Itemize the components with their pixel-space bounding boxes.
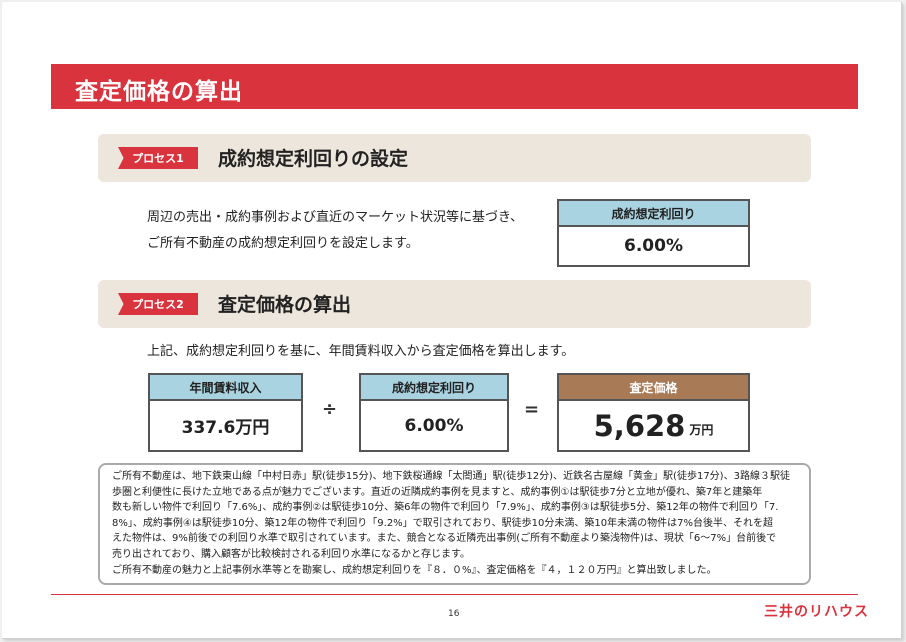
process1-title: 成約想定利回りの設定 — [218, 148, 409, 170]
note-line: 数も新しい物件で利回り「7.6%」、成約事例②は駅徒歩10分、築6年の物件で利回… — [112, 502, 779, 514]
process1-desc-line2: ご所有不動産の成約想定利回りを設定します。 — [147, 236, 419, 251]
footer-divider — [51, 594, 858, 595]
annual-income-label: 年間賃料収入 — [150, 375, 301, 401]
page-number: 16 — [448, 609, 460, 619]
appraised-price-unit: 万円 — [689, 423, 714, 437]
note-line: 歩圏と利便性に長けた立地である点が魅力でございます。直近の近隣成約事例を見ますと… — [112, 486, 763, 498]
company-logo: 三井のリハウス — [764, 604, 869, 620]
process2-band: プロセス2 査定価格の算出 — [98, 280, 811, 328]
annual-income-box: 年間賃料収入 337.6万円 — [148, 373, 303, 452]
page-title: 査定価格の算出 — [75, 79, 243, 105]
appraised-price-box: 査定価格 5,628 万円 — [557, 373, 750, 452]
process1-desc-line1: 周辺の売出・成約事例および直近のマーケット状況等に基づき、 — [147, 210, 524, 225]
process2-yield-box: 成約想定利回り 6.00% — [359, 373, 509, 452]
note-line: ご所有不動産の魅力と上記事例水準等とを勘案し、成約想定利回りを『８．０%』、査定… — [112, 564, 717, 576]
appraised-price-value: 5,628 — [593, 408, 686, 443]
note-line: ご所有不動産は、地下鉄東山線「中村日赤」駅(徒歩15分)、地下鉄桜通線「太閤通」… — [112, 471, 790, 482]
process2-description: 上記、成約想定利回りを基に、年間賃料収入から査定価格を算出します。 — [147, 344, 575, 359]
process1-tag: プロセス1 — [118, 147, 198, 169]
annual-income-value: 337.6万円 — [181, 418, 270, 438]
process1-description: 周辺の売出・成約事例および直近のマーケット状況等に基づき、 ご所有不動産の成約想… — [147, 205, 523, 257]
process1-band: プロセス1 成約想定利回りの設定 — [98, 134, 811, 182]
process2-yield-value: 6.00% — [404, 415, 464, 436]
process2-yield-label: 成約想定利回り — [361, 375, 507, 401]
appraised-price-label: 査定価格 — [559, 375, 748, 401]
note-line: 売り出されており、購入顧客が比較検討される利回り水準になるかと存じます。 — [112, 548, 470, 560]
process2-tag: プロセス2 — [118, 293, 198, 315]
process1-yield-box: 成約想定利回り 6.00% — [557, 199, 750, 267]
equals-symbol: = — [524, 399, 540, 420]
divide-symbol: ÷ — [322, 399, 338, 420]
note-line: 8%」、成約事例④は駅徒歩10分、築12年の物件で利回り「9.2%」で取引されて… — [112, 517, 773, 529]
explanation-note: ご所有不動産は、地下鉄東山線「中村日赤」駅(徒歩15分)、地下鉄桜通線「太閤通」… — [98, 463, 811, 585]
process1-yield-value: 6.00% — [624, 236, 683, 256]
process2-title: 査定価格の算出 — [218, 294, 352, 316]
process1-yield-label: 成約想定利回り — [559, 201, 748, 227]
title-bar: 査定価格の算出 — [51, 64, 858, 109]
note-line: えた物件は、9%前後での利回り水準で取引されています。また、競合となる近隣売出事… — [112, 533, 777, 545]
appraised-price-value-row: 5,628 万円 — [559, 401, 748, 450]
